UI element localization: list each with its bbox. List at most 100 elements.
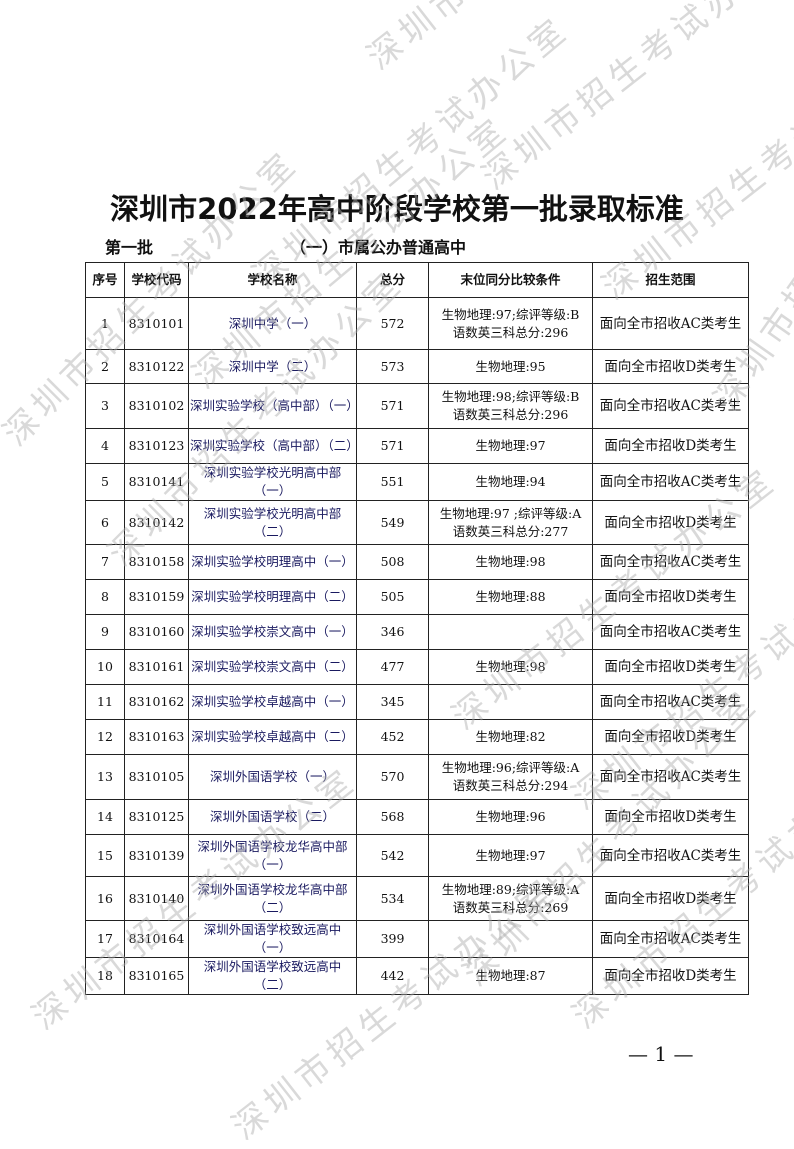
tie-break-condition: 生物地理:98;综评等级:B 语数英三科总分:296: [428, 383, 593, 429]
row-number: 9: [85, 614, 125, 650]
table-row: 17 8310164 深圳外国语学校致远高中（一） 399 面向全市招收AC类考生: [85, 920, 749, 958]
tie-break-condition: 生物地理:96: [428, 799, 593, 835]
school-code: 8310163: [124, 719, 189, 755]
row-number: 1: [85, 297, 125, 350]
school-name: 深圳外国语学校致远高中（一）: [188, 920, 357, 958]
tie-break-condition: [428, 920, 593, 958]
row-number: 8: [85, 579, 125, 615]
school-name: 深圳外国语学校龙华高中部（二）: [188, 876, 357, 921]
table-row: 14 8310125 深圳外国语学校（二） 568 生物地理:96 面向全市招收D类考生: [85, 799, 749, 835]
table-row: 4 8310123 深圳实验学校（高中部）（二） 571 生物地理:97 面向全市招收D类…: [85, 428, 749, 464]
table-row: 7 8310158 深圳实验学校明理高中（一） 508 生物地理:98 面向全市招收AC类…: [85, 544, 749, 580]
enrollment-scope: 面向全市招收D类考生: [592, 719, 749, 755]
total-score: 346: [356, 614, 429, 650]
school-code: 8310165: [124, 957, 189, 995]
school-code: 8310161: [124, 649, 189, 685]
condition-line: 生物地理:87: [475, 968, 546, 983]
enrollment-scope: 面向全市招收D类考生: [592, 579, 749, 615]
school-code: 8310164: [124, 920, 189, 958]
enrollment-scope: 面向全市招收AC类考生: [592, 383, 749, 429]
tie-break-condition: 生物地理:95: [428, 349, 593, 384]
row-number: 3: [85, 383, 125, 429]
enrollment-scope: 面向全市招收D类考生: [592, 799, 749, 835]
tie-break-condition: 生物地理:82: [428, 719, 593, 755]
row-number: 2: [85, 349, 125, 384]
tie-break-condition: 生物地理:98: [428, 544, 593, 580]
total-score: 549: [356, 500, 429, 545]
school-name: 深圳实验学校（高中部）（一）: [188, 383, 359, 429]
school-code: 8310160: [124, 614, 189, 650]
watermark-text: 深圳市招生考试办公室: [474, 0, 794, 198]
school-name: 深圳实验学校崇文高中（二）: [188, 649, 357, 685]
school-code: 8310125: [124, 799, 189, 835]
condition-line: 生物地理:97 ;综评等级:A: [439, 505, 582, 521]
school-code: 8310101: [124, 297, 189, 350]
school-code: 8310158: [124, 544, 189, 580]
enrollment-scope: 面向全市招收AC类考生: [592, 297, 749, 350]
condition-line: 生物地理:98: [475, 554, 546, 569]
school-name: 深圳外国语学校（一）: [188, 754, 357, 800]
header-scope: 招生范围: [592, 262, 749, 298]
tie-break-condition: 生物地理:87: [428, 957, 593, 995]
header-name: 学校名称: [188, 262, 357, 298]
school-code: 8310105: [124, 754, 189, 800]
table-row: 6 8310142 深圳实验学校光明高中部（二） 549 生物地理:97 ;综评等级:A…: [85, 500, 749, 545]
condition-line: 生物地理:96: [475, 809, 546, 824]
condition-line: 语数英三科总分:296: [452, 324, 569, 340]
school-name: 深圳外国语学校（二）: [188, 799, 357, 835]
row-number: 17: [85, 920, 125, 958]
row-number: 16: [85, 876, 125, 921]
school-name: 深圳实验学校明理高中（一）: [188, 544, 357, 580]
enrollment-scope: 面向全市招收D类考生: [592, 876, 749, 921]
row-number: 4: [85, 428, 125, 464]
tie-break-condition: 生物地理:97: [428, 834, 593, 877]
tie-break-condition: 生物地理:89;综评等级:A 语数英三科总分:269: [428, 876, 593, 921]
enrollment-scope: 面向全市招收AC类考生: [592, 463, 749, 501]
total-score: 571: [356, 383, 429, 429]
enrollment-scope: 面向全市招收D类考生: [592, 957, 749, 995]
total-score: 505: [356, 579, 429, 615]
condition-line: 生物地理:89;综评等级:A: [441, 881, 580, 897]
total-score: 345: [356, 684, 429, 720]
table-row: 13 8310105 深圳外国语学校（一） 570 生物地理:96;综评等级:A 语数英三…: [85, 754, 749, 800]
tie-break-condition: 生物地理:97;综评等级:B 语数英三科总分:296: [428, 297, 593, 350]
section-heading: （一）市属公办普通高中: [290, 238, 467, 257]
total-score: 399: [356, 920, 429, 958]
condition-line: 语数英三科总分:269: [452, 899, 569, 915]
enrollment-scope: 面向全市招收D类考生: [592, 349, 749, 384]
row-number: 5: [85, 463, 125, 501]
school-code: 8310162: [124, 684, 189, 720]
table-row: 16 8310140 深圳外国语学校龙华高中部（二） 534 生物地理:89;综评等级:…: [85, 876, 749, 921]
total-score: 452: [356, 719, 429, 755]
condition-line: 生物地理:82: [475, 729, 546, 744]
row-number: 13: [85, 754, 125, 800]
enrollment-scope: 面向全市招收AC类考生: [592, 920, 749, 958]
header-score: 总分: [356, 262, 429, 298]
table-row: 8 8310159 深圳实验学校明理高中（二） 505 生物地理:88 面向全市招收D类考…: [85, 579, 749, 615]
table-row: 10 8310161 深圳实验学校崇文高中（二） 477 生物地理:98 面向全市招收D类…: [85, 649, 749, 685]
condition-line: 生物地理:98: [475, 659, 546, 674]
condition-line: 生物地理:95: [475, 358, 546, 374]
school-name: 深圳外国语学校龙华高中部（一）: [188, 834, 357, 877]
condition-line: 语数英三科总分:294: [452, 778, 569, 793]
enrollment-scope: 面向全市招收AC类考生: [592, 834, 749, 877]
enrollment-scope: 面向全市招收D类考生: [592, 500, 749, 545]
school-code: 8310122: [124, 349, 189, 384]
watermark-text: 深圳市招生考试办公室: [355, 0, 700, 79]
admission-table: 序号 学校代码 学校名称 总分 末位同分比较条件 招生范围 1 8310101 深圳…: [85, 262, 749, 995]
total-score: 571: [356, 428, 429, 464]
tie-break-condition: 生物地理:96;综评等级:A 语数英三科总分:294: [428, 754, 593, 800]
condition-line: 生物地理:97;综评等级:B: [441, 306, 580, 322]
total-score: 508: [356, 544, 429, 580]
school-name: 深圳中学（二）: [188, 349, 357, 384]
school-name: 深圳实验学校崇文高中（一）: [188, 614, 357, 650]
school-code: 8310123: [124, 428, 189, 464]
condition-line: 生物地理:96;综评等级:A: [441, 760, 580, 775]
total-score: 551: [356, 463, 429, 501]
school-code: 8310141: [124, 463, 189, 501]
table-row: 3 8310102 深圳实验学校（高中部）（一） 571 生物地理:98;综评等级:B 语…: [85, 383, 749, 429]
table-row: 1 8310101 深圳中学（一） 572 生物地理:97;综评等级:B 语数英三科总分:…: [85, 297, 749, 350]
total-score: 570: [356, 754, 429, 800]
tie-break-condition: [428, 684, 593, 720]
tie-break-condition: 生物地理:98: [428, 649, 593, 685]
